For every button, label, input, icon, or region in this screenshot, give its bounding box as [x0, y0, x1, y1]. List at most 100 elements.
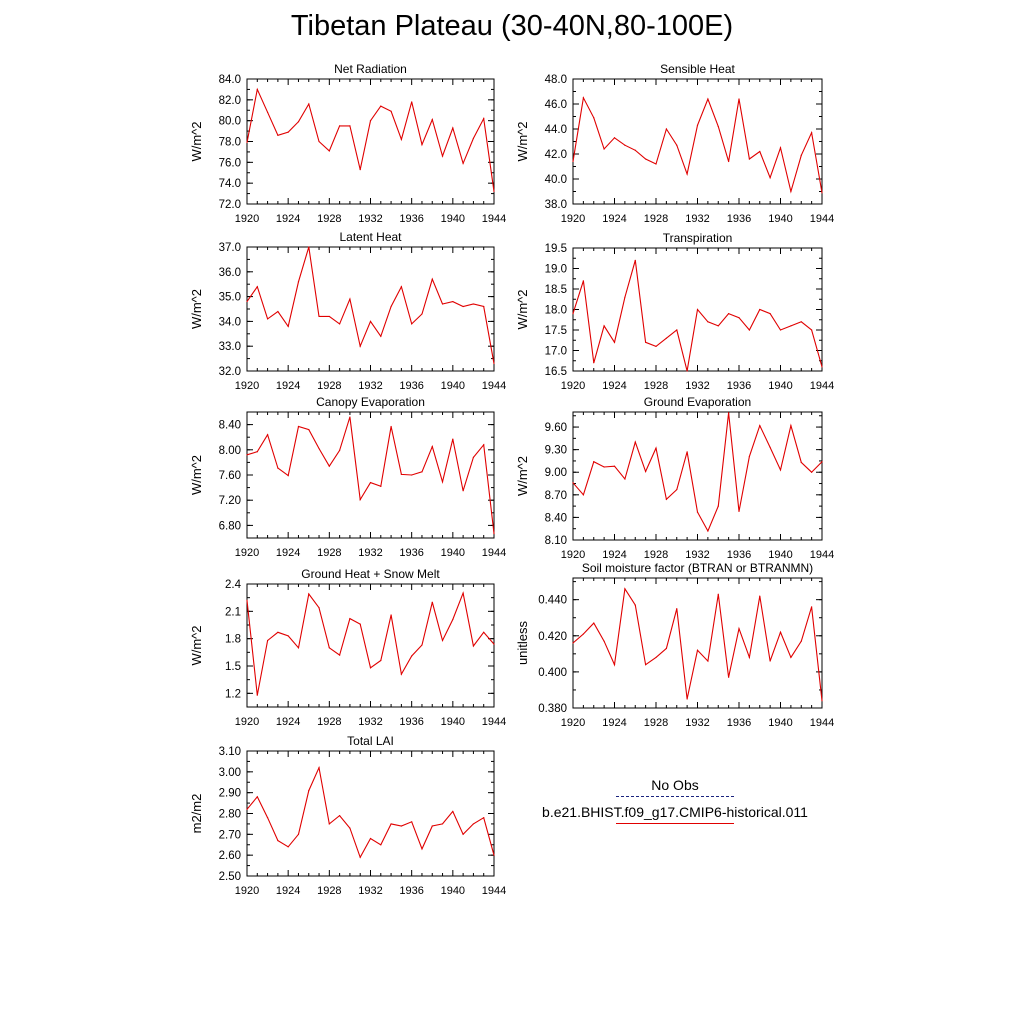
data-point: [603, 148, 605, 150]
y-tick-label: 33.0: [219, 341, 241, 353]
x-tick-label: 1928: [317, 885, 341, 897]
data-point: [349, 827, 351, 829]
data-point: [390, 110, 392, 112]
data-point: [400, 473, 402, 475]
data-point: [696, 511, 699, 513]
data-point: [593, 362, 595, 364]
x-tick-label: 1928: [644, 717, 668, 729]
y-tick-label: 34.0: [219, 316, 241, 328]
x-tick-label: 1924: [276, 213, 300, 225]
y-tick-label: 78.0: [219, 137, 241, 149]
data-point: [665, 647, 667, 650]
data-point: [421, 471, 423, 473]
y-axis-label: W/m^2: [189, 625, 204, 665]
data-point: [380, 335, 382, 337]
data-point: [593, 117, 595, 119]
data-point: [390, 614, 392, 616]
data-point: [297, 425, 300, 428]
y-axis-label: W/m^2: [515, 289, 530, 329]
data-point: [665, 498, 667, 500]
data-point: [287, 325, 289, 327]
y-axis-label: W/m^2: [189, 455, 204, 495]
data-point: [613, 664, 616, 666]
data-point: [297, 121, 300, 123]
data-point: [349, 298, 351, 300]
data-point: [655, 447, 657, 449]
x-tick-label: 1924: [276, 547, 300, 559]
data-point: [349, 416, 351, 418]
data-point: [779, 469, 782, 471]
data-point: [256, 88, 258, 91]
data-point: [328, 315, 330, 318]
panel-3: Latent Heat W/m^2 1920 1924 1928 1932 1936 1940…: [189, 230, 506, 392]
data-point: [369, 120, 372, 122]
data-point: [645, 664, 647, 666]
data-point: [256, 451, 258, 453]
panel-title: Net Radiation: [334, 62, 407, 76]
x-tick-label: 1940: [768, 717, 792, 729]
data-point: [297, 647, 300, 649]
data-point: [308, 789, 310, 792]
series-line: [572, 412, 823, 533]
x-tick-label: 1928: [317, 547, 341, 559]
y-tick-label: 19.0: [545, 264, 567, 276]
data-point: [676, 329, 678, 331]
data-point: [328, 823, 330, 825]
data-point: [717, 125, 719, 128]
data-point: [318, 447, 320, 450]
data-point: [462, 162, 464, 164]
x-tick-label: 1932: [685, 213, 709, 225]
panel-title: Latent Heat: [339, 230, 402, 244]
data-point: [441, 303, 444, 305]
y-tick-label: 8.10: [545, 535, 567, 547]
data-point: [811, 132, 813, 134]
y-tick-label: 3.00: [219, 767, 241, 779]
data-point: [790, 190, 792, 193]
series-line: [572, 587, 823, 701]
x-tick-label: 1944: [810, 717, 834, 729]
data-point: [421, 644, 423, 646]
panel-title: Ground Heat + Snow Melt: [301, 567, 440, 581]
data-point: [800, 321, 802, 323]
data-point: [676, 488, 678, 491]
x-tick-label: 1924: [276, 885, 300, 897]
data-point: [572, 160, 574, 163]
y-tick-label: 3.10: [219, 746, 241, 758]
y-tick-label: 42.0: [545, 149, 567, 161]
data-point: [256, 694, 258, 696]
data-point: [287, 846, 289, 848]
data-point: [717, 593, 719, 595]
y-axis-label: W/m^2: [515, 121, 530, 161]
data-point: [603, 640, 605, 642]
x-tick-label: 1936: [727, 380, 751, 392]
x-tick-label: 1920: [235, 213, 259, 225]
x-tick-label: 1920: [235, 380, 259, 392]
data-point: [759, 308, 761, 311]
data-point: [472, 823, 475, 825]
y-tick-label: 8.40: [219, 420, 241, 432]
data-point: [748, 158, 750, 160]
data-point: [441, 481, 444, 483]
x-tick-label: 1940: [768, 380, 792, 392]
data-point: [287, 475, 289, 477]
data-point: [624, 588, 626, 590]
data-point: [821, 700, 823, 702]
data-point: [318, 767, 320, 769]
data-point: [572, 313, 574, 315]
y-tick-label: 46.0: [545, 99, 567, 111]
data-point: [349, 125, 351, 127]
data-point: [441, 639, 444, 642]
y-tick-label: 2.70: [219, 829, 241, 841]
panel-4: Transpiration W/m^2 1920 1924 1928 1932 1936 19…: [515, 231, 834, 392]
data-point: [472, 645, 475, 647]
data-point: [779, 329, 782, 331]
x-tick-label: 1924: [276, 380, 300, 392]
data-point: [769, 446, 771, 448]
x-tick-label: 1936: [727, 549, 751, 561]
data-point: [400, 673, 402, 675]
y-tick-label: 0.380: [538, 703, 567, 715]
data-point: [421, 144, 423, 146]
data-point: [390, 305, 392, 308]
data-point: [256, 286, 258, 288]
data-point: [613, 137, 616, 139]
